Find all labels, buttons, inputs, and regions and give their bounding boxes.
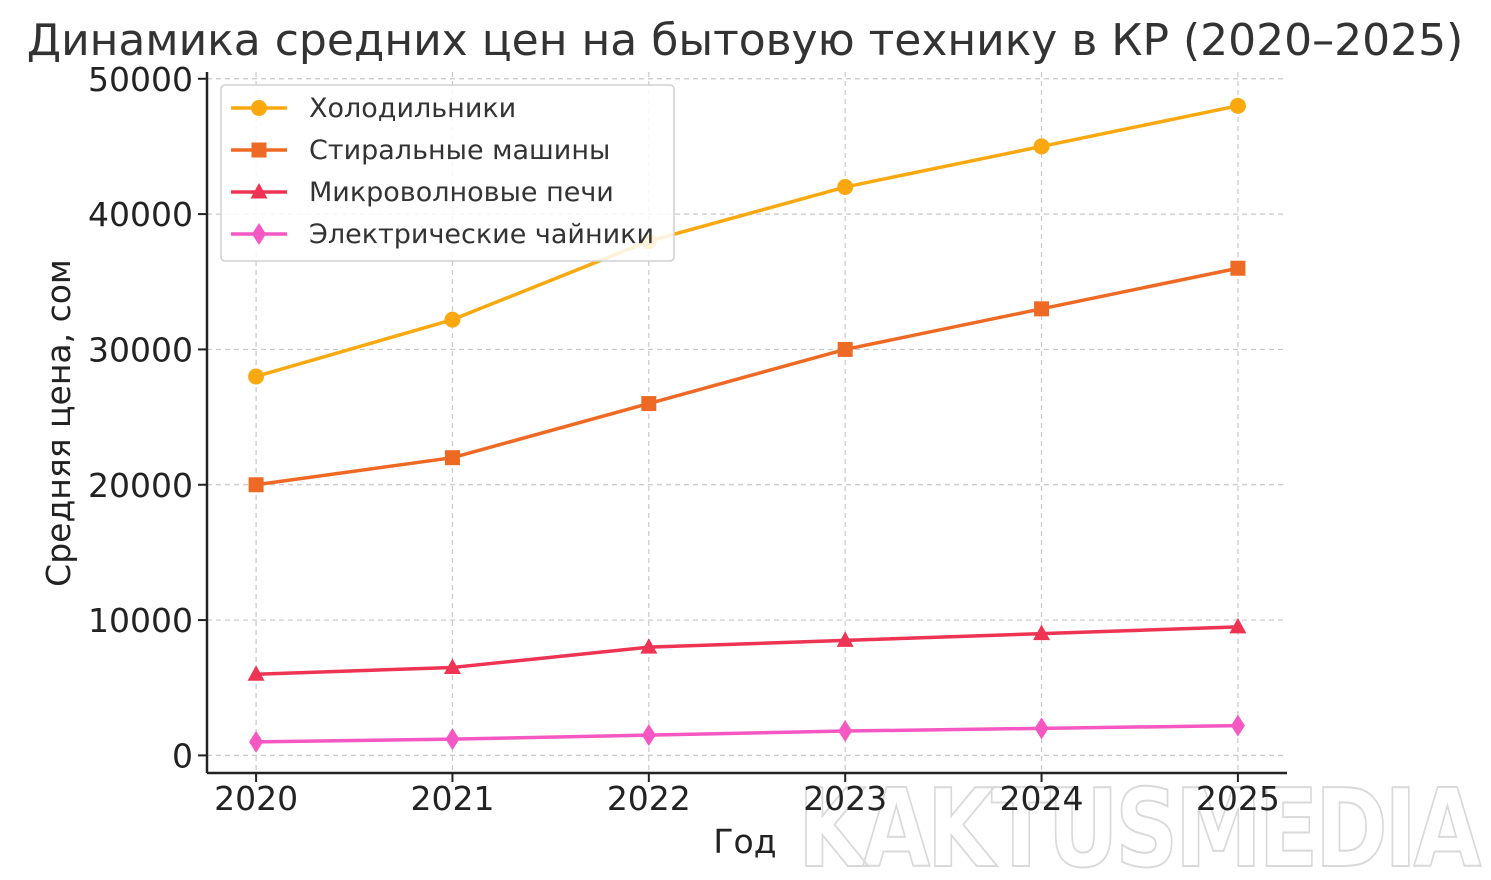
data-point [640,638,658,654]
data-point [1034,301,1050,317]
y-axis-title: Средняя цена, сом [39,259,78,587]
data-point [1033,624,1051,641]
data-point [1229,617,1247,634]
data-point [1230,714,1245,737]
axes [205,72,1287,775]
data-point [641,724,656,747]
data-point [248,368,265,385]
ticks: 2020 2021 2022 2023 2024 2025 0 10000 20000 30000… [88,60,1280,818]
data-point [1033,138,1050,155]
y-tick-label: 50000 [88,60,193,99]
data-point [247,665,265,681]
data-point [248,477,264,493]
legend-marker [250,183,268,199]
data-point [641,396,657,412]
series-line [256,625,1238,676]
data-point [1034,717,1049,740]
watermark-logo: KAKTUSMEDIA [798,767,1482,880]
x-tick-label: 2022 [607,779,691,818]
data-point [837,341,853,357]
y-tick-label: 40000 [88,195,193,234]
series-line [256,723,1238,744]
y-tick-label: 30000 [88,330,193,369]
x-tick-label: 2023 [803,779,887,818]
series-line [255,266,1239,487]
y-tick-label: 20000 [88,466,193,505]
data-point [837,179,854,196]
legend-marker [251,100,267,116]
data-point [838,720,853,743]
data-point [445,728,460,751]
data-point [836,631,854,647]
x-tick-label: 2025 [1196,779,1280,818]
x-axis-title: Год [713,822,776,861]
legend-label: Холодильники [309,93,516,124]
data-point [444,450,460,466]
data-point [1230,260,1246,276]
data-point [444,311,461,328]
series-2 [247,617,1247,681]
legend-label: Микроволновые печи [309,177,614,208]
series-1 [248,260,1246,493]
y-tick-label: 10000 [88,601,193,640]
legend: Холодильники Стиральные машины Микроволнов… [220,84,675,262]
data-point [443,658,461,674]
legend-marker [252,223,266,245]
data-point [249,730,264,753]
legend-label: Электрические чайники [309,219,654,250]
x-tick-label: 2024 [1000,779,1084,818]
legend-marker [251,142,267,158]
series-line [255,104,1239,379]
x-tick-label: 2021 [410,779,494,818]
series-3 [249,714,1245,753]
x-tick-label: 2020 [214,779,298,818]
y-tick-label: 0 [172,736,193,775]
data-point [1229,97,1246,114]
legend-box [220,84,675,262]
legend-label: Стиральные машины [309,135,610,166]
chart-title: Динамика средних цен на бытовую технику … [27,15,1464,66]
